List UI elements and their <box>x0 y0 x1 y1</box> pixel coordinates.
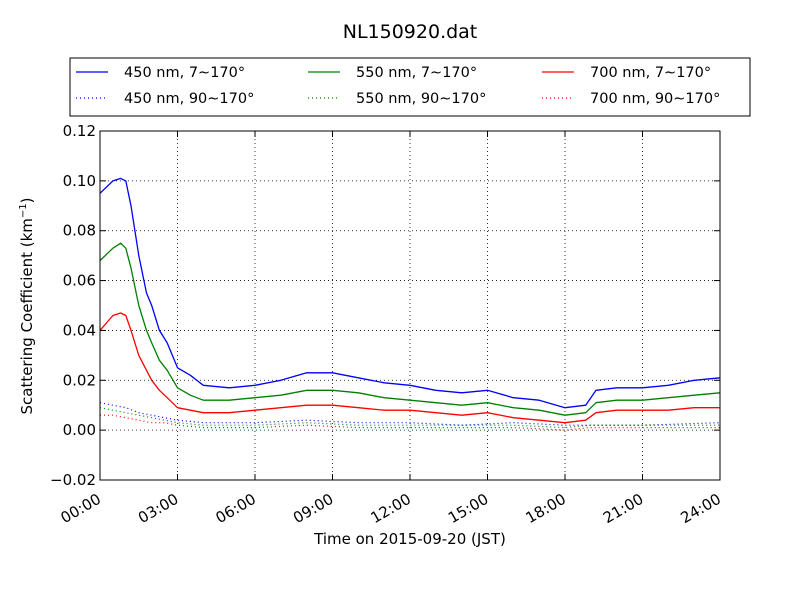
series-line <box>99 242 721 416</box>
x-tick-label: 00:00 <box>58 490 104 527</box>
grid <box>100 131 720 480</box>
svg-text:Scattering Coefficient (km−1): Scattering Coefficient (km−1) <box>18 197 36 414</box>
x-tick-label: 15:00 <box>445 490 491 527</box>
series-line <box>99 312 720 424</box>
legend-label: 700 nm, 7∼170° <box>590 65 711 81</box>
legend-label: 450 nm, 90∼170° <box>124 91 254 107</box>
y-tick-label: 0.12 <box>63 122 96 140</box>
x-tick-label: 12:00 <box>368 490 414 527</box>
legend-label: 550 nm, 90∼170° <box>356 91 486 107</box>
chart-title: NL150920.dat <box>343 21 478 43</box>
legend-label: 700 nm, 90∼170° <box>590 91 720 107</box>
x-tick-label: 21:00 <box>600 490 646 527</box>
y-tick-label: 0.08 <box>63 222 96 240</box>
y-tick-label: 0.04 <box>63 321 96 339</box>
legend-label: 550 nm, 7∼170° <box>356 65 477 81</box>
series-line <box>99 402 721 426</box>
y-axis-label: Scattering Coefficient (km−1) <box>18 197 36 414</box>
y-tick-label: 0.10 <box>63 172 96 190</box>
series-layer <box>99 177 721 431</box>
x-axis-label: Time on 2015-09-20 (JST) <box>313 530 506 548</box>
y-axis-label-main: Scattering Coefficient (km <box>18 218 36 414</box>
x-tick-label: 09:00 <box>290 490 336 527</box>
y-tick-label: 0.00 <box>63 421 96 439</box>
x-tick-label: 03:00 <box>135 490 181 527</box>
y-tick-label: 0.06 <box>63 272 96 290</box>
y-axis-label-end: ) <box>18 197 36 203</box>
x-tick-label: 06:00 <box>213 490 259 527</box>
x-tick-label: 24:00 <box>678 490 724 527</box>
legend: 450 nm, 7∼170° 550 nm, 7∼170° 700 nm, 7∼17… <box>76 65 720 107</box>
legend-label: 450 nm, 7∼170° <box>124 65 245 81</box>
legend-box <box>69 57 751 117</box>
series-line <box>99 177 721 409</box>
y-tick-label: 0.02 <box>63 371 96 389</box>
y-axis-label-superscript: −1 <box>18 203 29 218</box>
y-tick-label: −0.02 <box>50 471 96 489</box>
ticks: 00:00 03:00 06:00 09:00 12:00 15:00 18:00 21:00… <box>50 122 724 527</box>
x-tick-label: 18:00 <box>523 490 569 527</box>
